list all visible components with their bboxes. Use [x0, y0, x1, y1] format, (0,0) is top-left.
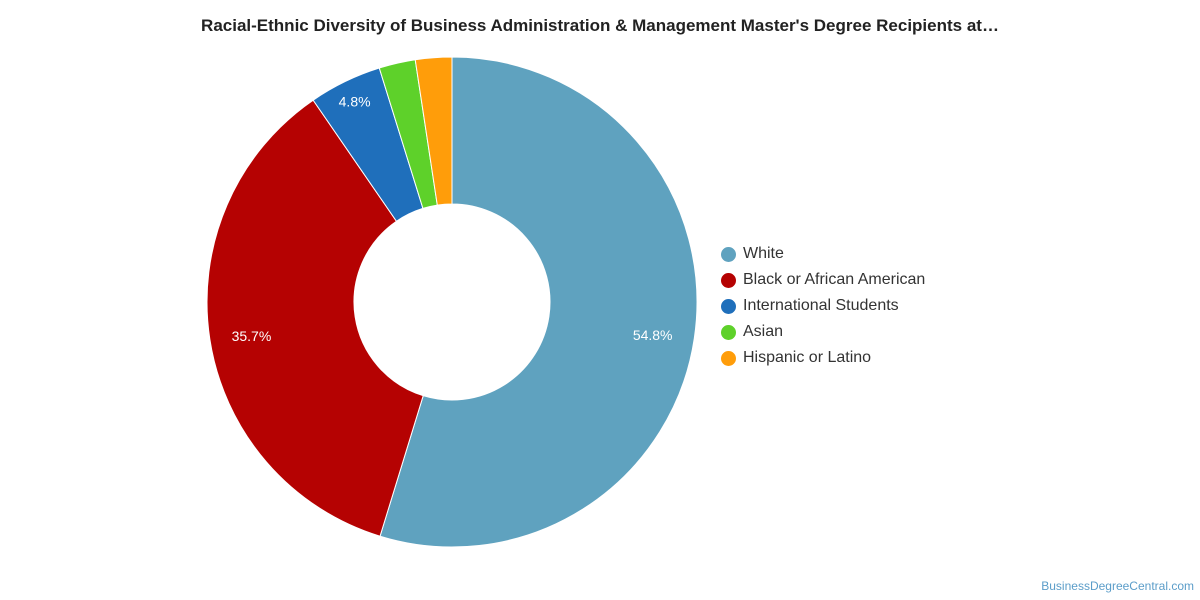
legend-marker-icon	[721, 324, 736, 340]
data-label-black-or-african-american: 35.7%	[232, 328, 272, 344]
chart-legend: White Black or African American Internatio…	[721, 241, 925, 371]
legend-label: Black or African American	[743, 271, 926, 288]
legend-marker-icon	[721, 350, 736, 366]
data-label-international-students: 4.8%	[339, 93, 371, 109]
legend-label: White	[743, 245, 784, 262]
legend-item-black-or-african-american[interactable]: Black or African American	[721, 267, 925, 293]
legend-marker-icon	[721, 246, 736, 262]
legend-item-asian[interactable]: Asian	[721, 319, 925, 345]
slice-white[interactable]	[379, 56, 698, 548]
legend-item-hispanic-or-latino[interactable]: Hispanic or Latino	[721, 345, 925, 371]
donut-slices	[206, 56, 698, 548]
slice-hispanic-or-latino[interactable]	[414, 56, 453, 206]
legend-item-international-students[interactable]: International Students	[721, 293, 925, 319]
chart-title: Racial-Ethnic Diversity of Business Admi…	[201, 16, 999, 35]
donut-data-labels: 54.8% 35.7% 4.8%	[232, 93, 673, 343]
legend-item-white[interactable]: White	[721, 241, 925, 267]
data-label-white: 54.8%	[633, 327, 673, 343]
slice-black-or-african-american[interactable]	[206, 99, 424, 537]
legend-label: Hispanic or Latino	[743, 349, 872, 366]
legend-marker-icon	[721, 272, 736, 288]
source-credit[interactable]: BusinessDegreeCentral.com	[1041, 579, 1194, 593]
legend-marker-icon	[721, 298, 736, 314]
legend-label: International Students	[743, 297, 899, 314]
legend-label: Asian	[743, 323, 784, 340]
